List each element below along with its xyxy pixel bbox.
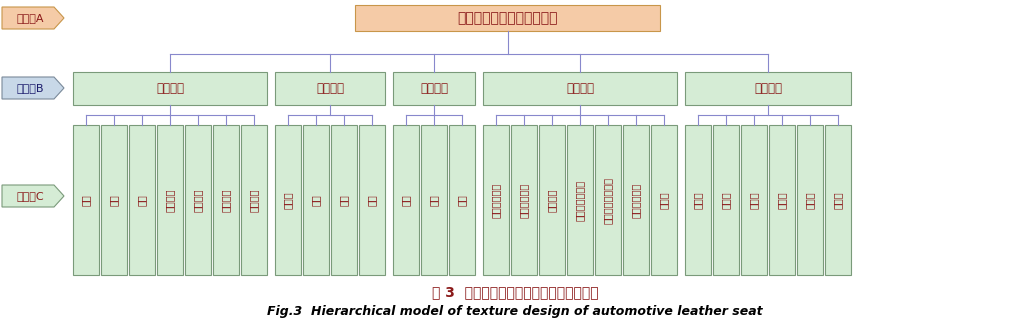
Text: 连续图案打孔: 连续图案打孔 — [519, 182, 529, 218]
Text: 磨砂感: 磨砂感 — [805, 191, 815, 209]
Bar — [157, 125, 183, 275]
Bar — [355, 5, 660, 31]
Text: 单一暖色: 单一暖色 — [193, 188, 203, 212]
Bar — [275, 72, 385, 105]
Bar — [421, 125, 447, 275]
Bar — [101, 125, 127, 275]
Text: 图案肌理: 图案肌理 — [566, 82, 594, 95]
Text: 纹理肌理: 纹理肌理 — [420, 82, 448, 95]
Bar — [825, 125, 851, 275]
Text: 汽车皮革座椅肌理设计偏好: 汽车皮革座椅肌理设计偏好 — [457, 11, 558, 25]
Text: 连续几何纹绗缝: 连续几何纹绗缝 — [575, 179, 585, 220]
Bar — [449, 125, 475, 275]
Bar — [331, 125, 357, 275]
Bar — [713, 125, 739, 275]
Text: 渐变几何线纹绗缝: 渐变几何线纹绗缝 — [603, 176, 613, 223]
Text: 无图案: 无图案 — [659, 191, 670, 209]
Text: 滑爽感: 滑爽感 — [693, 191, 703, 209]
Text: 渐变打孔: 渐变打孔 — [547, 188, 557, 212]
Text: Fig.3  Hierarchical model of texture design of automotive leather seat: Fig.3 Hierarchical model of texture desi… — [267, 305, 763, 318]
Text: 毛绒感: 毛绒感 — [833, 191, 843, 209]
Text: 质感肌理: 质感肌理 — [754, 82, 782, 95]
Text: 滑蜡感: 滑蜡感 — [721, 191, 731, 209]
Bar — [651, 125, 677, 275]
Text: 光泽肌理: 光泽肌理 — [316, 82, 344, 95]
Bar — [241, 125, 267, 275]
Bar — [511, 125, 537, 275]
Bar — [741, 125, 767, 275]
Bar — [393, 125, 419, 275]
Text: 目标层A: 目标层A — [16, 13, 44, 23]
Text: 准则层B: 准则层B — [16, 83, 44, 93]
Text: 高光泽: 高光泽 — [283, 191, 293, 209]
Polygon shape — [2, 7, 64, 29]
Bar — [483, 72, 677, 105]
Text: 油蜡感: 油蜡感 — [749, 191, 759, 209]
Text: 指标层C: 指标层C — [16, 191, 44, 201]
Polygon shape — [2, 77, 64, 99]
Bar — [213, 125, 239, 275]
Bar — [73, 125, 99, 275]
Text: 双色暖调: 双色暖调 — [249, 188, 259, 212]
Bar — [566, 125, 593, 275]
Bar — [359, 125, 385, 275]
Text: 白色: 白色 — [109, 194, 119, 206]
Text: 色彩肌理: 色彩肌理 — [156, 82, 184, 95]
Text: 单一冷色: 单一冷色 — [165, 188, 175, 212]
Bar — [275, 125, 301, 275]
Bar — [129, 125, 154, 275]
Bar — [303, 125, 329, 275]
Text: 细腻: 细腻 — [401, 194, 411, 206]
Text: 粉砂感: 粉砂感 — [777, 191, 787, 209]
Text: 粗糙: 粗糙 — [457, 194, 467, 206]
Polygon shape — [2, 185, 64, 207]
Bar — [539, 125, 565, 275]
Text: 有机曲线绗缝: 有机曲线绗缝 — [631, 182, 641, 218]
Text: 双色冷调: 双色冷调 — [221, 188, 231, 212]
Text: 黑色: 黑色 — [81, 194, 91, 206]
Bar — [769, 125, 795, 275]
Bar — [185, 125, 211, 275]
Text: 柔光: 柔光 — [339, 194, 349, 206]
Text: 哑光: 哑光 — [367, 194, 377, 206]
Text: 常规满铺打孔: 常规满铺打孔 — [491, 182, 501, 218]
Bar — [483, 125, 509, 275]
Bar — [73, 72, 267, 105]
Bar — [797, 125, 823, 275]
Bar — [393, 72, 475, 105]
Bar — [685, 72, 851, 105]
Text: 中等: 中等 — [430, 194, 439, 206]
Text: 灰色: 灰色 — [137, 194, 147, 206]
Text: 光泽: 光泽 — [311, 194, 321, 206]
Bar — [685, 125, 711, 275]
Bar — [623, 125, 649, 275]
Text: 图 3  汽车皮革座椅肌理设计层次结构模型: 图 3 汽车皮革座椅肌理设计层次结构模型 — [432, 285, 598, 299]
Bar — [595, 125, 621, 275]
